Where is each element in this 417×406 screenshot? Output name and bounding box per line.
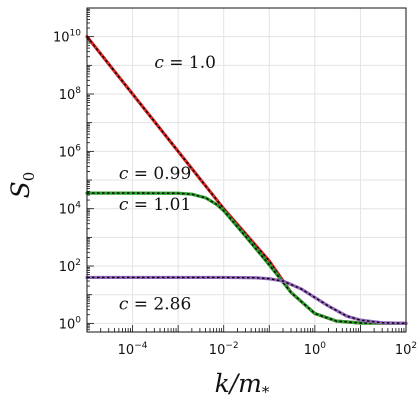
y-tick-label: 100	[59, 315, 82, 332]
y-tick-label: 102	[59, 258, 81, 275]
grid-lines	[86, 7, 407, 332]
curve-annotation: c = 0.99	[119, 164, 191, 184]
x-axis-title: k/m*	[215, 369, 270, 401]
y-tick-label: 106	[59, 143, 82, 160]
curve-annotation: c = 1.01	[119, 195, 191, 215]
series-2-line	[85, 191, 408, 325]
x-tick-label: 102	[395, 341, 417, 358]
tick-marks	[86, 7, 407, 333]
series-layer	[85, 35, 408, 325]
tick-labels: 10−4 10−2 100 102 100 102 104 106 108 1010	[53, 29, 417, 358]
x-tick-label: 10−2	[209, 341, 239, 358]
y-axis-title-sub: 0	[20, 172, 38, 182]
y-tick-label: 1010	[53, 29, 81, 46]
annotations: c = 1.0 c = 0.99 c = 1.01 c = 2.86	[119, 53, 216, 315]
plot-frame	[86, 7, 407, 333]
x-axis-title-main: k/m	[215, 369, 262, 398]
y-axis-title: S0	[6, 172, 38, 199]
x-tick-label: 100	[304, 341, 327, 358]
y-tick-label: 108	[59, 86, 82, 103]
y-axis-title-main: S	[6, 181, 35, 198]
y-tick-label: 104	[59, 201, 82, 218]
curve-annotation: c = 2.86	[119, 295, 191, 315]
series-3-dotted-overlay	[87, 276, 407, 325]
x-axis-title-sub: *	[262, 383, 270, 401]
curve-annotation: c = 1.0	[154, 53, 216, 73]
x-tick-label: 10−4	[118, 341, 148, 358]
